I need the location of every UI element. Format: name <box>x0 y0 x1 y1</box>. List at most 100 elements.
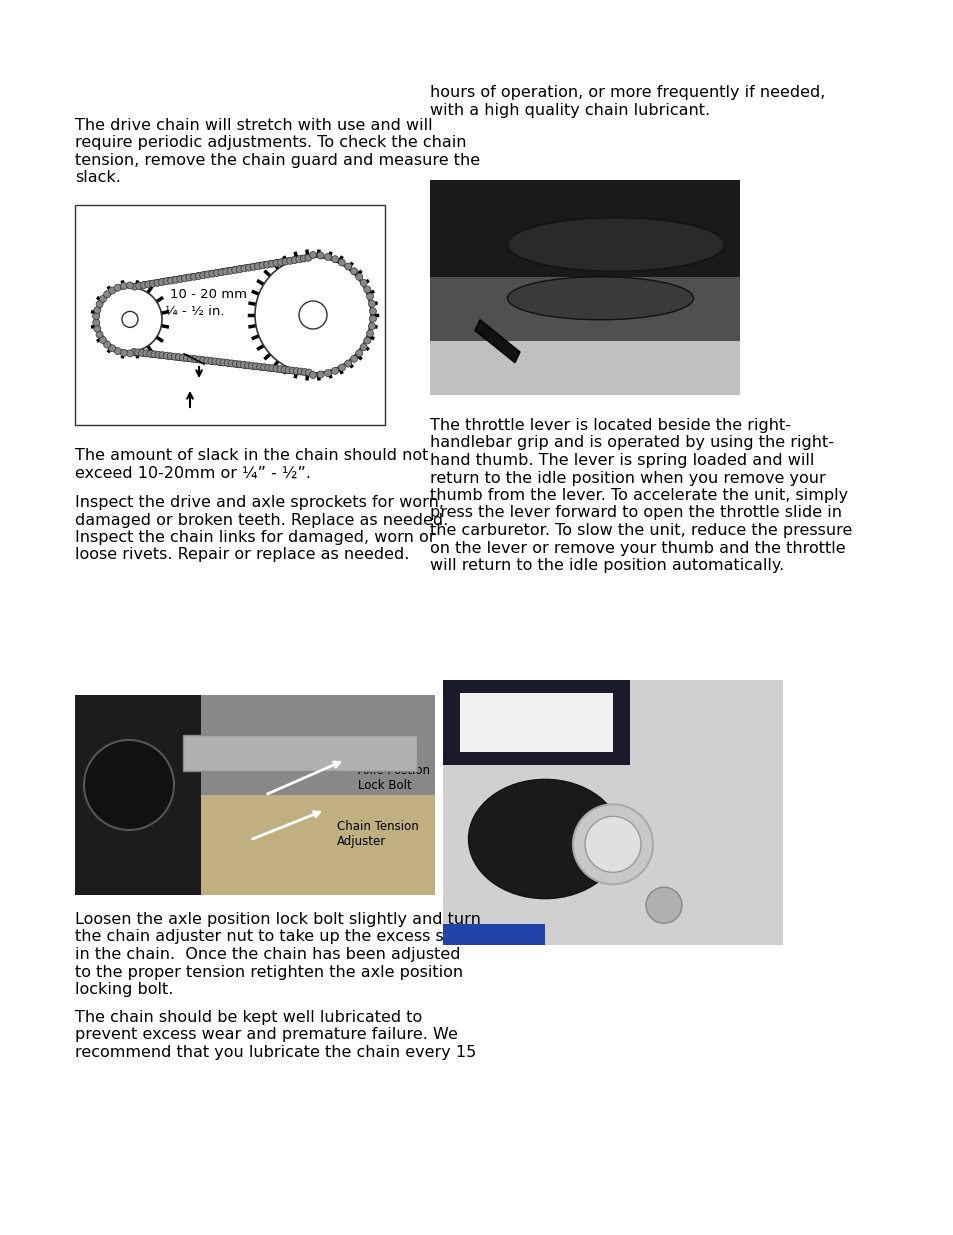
Circle shape <box>236 361 243 368</box>
Circle shape <box>363 287 371 293</box>
Circle shape <box>227 267 233 274</box>
Ellipse shape <box>507 217 723 272</box>
Circle shape <box>135 283 143 289</box>
Circle shape <box>248 362 255 369</box>
Bar <box>263 261 272 267</box>
Circle shape <box>209 270 215 277</box>
Bar <box>207 358 215 364</box>
Bar <box>281 258 290 264</box>
Circle shape <box>195 356 202 363</box>
Bar <box>259 364 268 370</box>
Circle shape <box>153 279 161 287</box>
Bar <box>279 367 288 373</box>
Circle shape <box>301 368 308 375</box>
Bar <box>162 278 172 284</box>
Bar <box>146 351 154 357</box>
Circle shape <box>154 351 162 358</box>
Circle shape <box>199 272 207 279</box>
Bar <box>172 275 180 283</box>
Bar <box>199 272 208 278</box>
Bar <box>252 364 260 369</box>
Circle shape <box>212 358 218 366</box>
Bar <box>219 359 227 366</box>
Circle shape <box>208 357 214 364</box>
Circle shape <box>96 331 103 338</box>
Circle shape <box>213 269 220 277</box>
Bar <box>191 357 199 363</box>
Circle shape <box>218 269 225 275</box>
Bar <box>430 180 740 395</box>
Bar <box>239 362 248 368</box>
Circle shape <box>167 353 174 359</box>
Circle shape <box>366 330 374 337</box>
Circle shape <box>360 343 367 351</box>
Bar <box>268 366 276 372</box>
Circle shape <box>295 256 302 263</box>
Bar <box>459 693 613 752</box>
Circle shape <box>181 274 188 282</box>
Circle shape <box>232 267 238 273</box>
Circle shape <box>104 341 111 348</box>
Bar <box>292 368 300 374</box>
Circle shape <box>131 283 138 290</box>
Circle shape <box>332 367 338 374</box>
Circle shape <box>163 278 170 285</box>
Circle shape <box>183 354 191 362</box>
Circle shape <box>109 287 115 294</box>
Bar <box>304 370 313 375</box>
Circle shape <box>285 367 292 374</box>
Circle shape <box>99 295 106 303</box>
Circle shape <box>143 350 150 357</box>
Bar <box>153 352 162 358</box>
Circle shape <box>93 325 101 332</box>
Circle shape <box>240 264 248 272</box>
Circle shape <box>289 367 295 374</box>
Circle shape <box>369 308 376 315</box>
Circle shape <box>368 300 375 308</box>
Bar <box>149 280 157 287</box>
Circle shape <box>147 351 153 357</box>
Circle shape <box>158 279 166 285</box>
Bar <box>247 363 255 369</box>
Circle shape <box>171 353 178 361</box>
Bar <box>153 279 162 285</box>
Circle shape <box>355 273 362 280</box>
Bar <box>442 924 544 945</box>
Circle shape <box>273 366 279 372</box>
Circle shape <box>366 293 374 300</box>
Bar <box>174 354 183 361</box>
Bar <box>75 695 201 895</box>
Bar <box>208 270 217 277</box>
Bar <box>198 358 207 363</box>
Bar <box>235 266 244 272</box>
Text: The throttle lever is located beside the right-: The throttle lever is located beside the… <box>430 417 790 433</box>
Text: Loosen the axle position lock bolt slightly and turn: Loosen the axle position lock bolt sligh… <box>75 911 480 927</box>
Circle shape <box>293 368 300 374</box>
Bar <box>255 364 264 370</box>
Bar <box>272 367 280 372</box>
Text: The drive chain will stretch with use and will: The drive chain will stretch with use an… <box>75 119 432 133</box>
Circle shape <box>282 258 289 266</box>
Bar <box>295 369 304 375</box>
Circle shape <box>163 352 170 359</box>
Bar <box>308 370 316 377</box>
Circle shape <box>92 319 99 326</box>
Bar <box>430 180 740 277</box>
Bar <box>275 367 284 373</box>
Circle shape <box>114 347 121 354</box>
Bar <box>295 256 304 262</box>
Text: handlebar grip and is operated by using the right-: handlebar grip and is operated by using … <box>430 436 833 451</box>
Bar <box>194 272 203 278</box>
Bar <box>170 354 178 361</box>
Circle shape <box>300 254 307 262</box>
Circle shape <box>338 259 345 266</box>
Bar <box>185 274 194 280</box>
Bar <box>139 282 149 288</box>
Circle shape <box>253 363 259 369</box>
Bar <box>202 358 211 364</box>
Text: exceed 10-20mm or ¼” - ½”.: exceed 10-20mm or ¼” - ½”. <box>75 466 311 480</box>
Bar <box>304 254 313 261</box>
Bar <box>75 695 435 895</box>
Circle shape <box>244 362 252 369</box>
Bar <box>213 269 221 275</box>
